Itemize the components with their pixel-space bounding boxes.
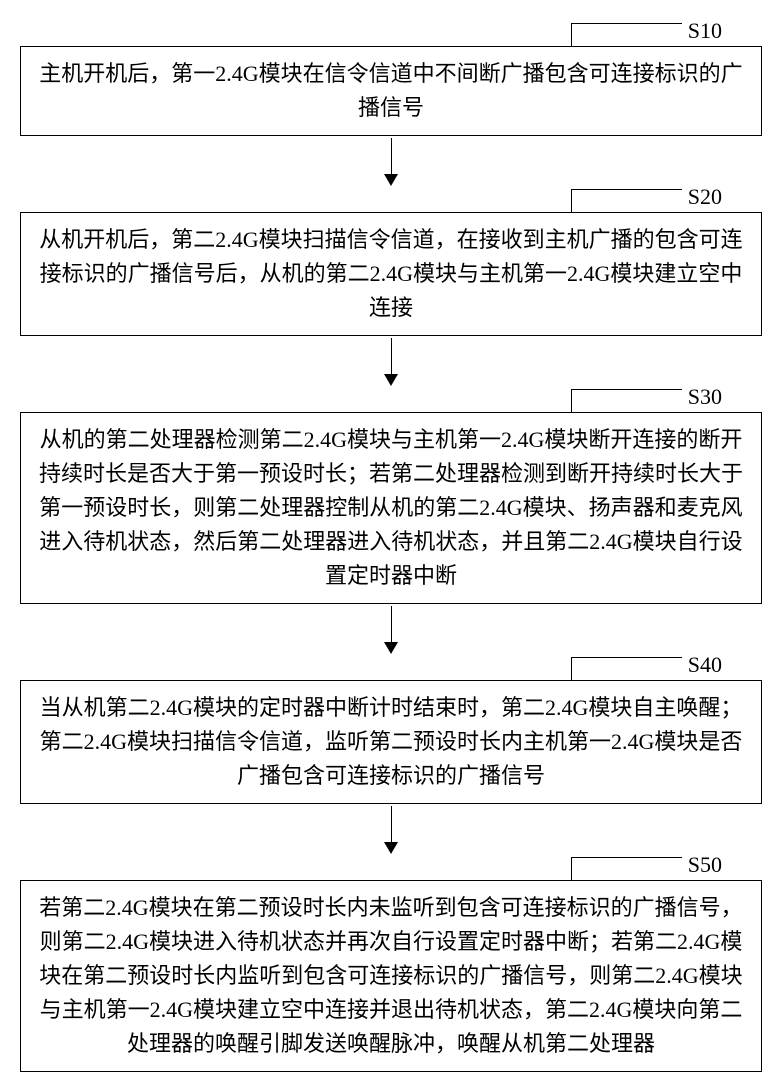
step-label-row: S30: [20, 386, 762, 412]
arrow-icon: [384, 338, 398, 386]
leader-line: [571, 23, 682, 46]
leader-line: [571, 857, 682, 880]
step-label: S10: [688, 20, 722, 42]
step-box: 当从机第二2.4G模块的定时器中断计时结束时，第二2.4G模块自主唤醒；第二2.…: [20, 680, 762, 804]
arrow-icon: [384, 138, 398, 186]
flowchart-container: S10 主机开机后，第一2.4G模块在信令信道中不间断广播包含可连接标识的广播信…: [20, 20, 762, 1072]
leader-line: [571, 657, 682, 680]
step-s30: S30 从机的第二处理器检测第二2.4G模块与主机第一2.4G模块断开连接的断开…: [20, 386, 762, 604]
step-label: S20: [688, 186, 722, 208]
step-s50: S50 若第二2.4G模块在第二预设时长内未监听到包含可连接标识的广播信号，则第…: [20, 854, 762, 1072]
leader-line: [571, 189, 682, 212]
step-box: 从机的第二处理器检测第二2.4G模块与主机第一2.4G模块断开连接的断开持续时长…: [20, 412, 762, 604]
step-box: 从机开机后，第二2.4G模块扫描信令信道，在接收到主机广播的包含可连接标识的广播…: [20, 212, 762, 336]
step-s20: S20 从机开机后，第二2.4G模块扫描信令信道，在接收到主机广播的包含可连接标…: [20, 186, 762, 336]
step-label-row: S40: [20, 654, 762, 680]
step-label-row: S10: [20, 20, 762, 46]
arrow-icon: [384, 806, 398, 854]
step-box: 主机开机后，第一2.4G模块在信令信道中不间断广播包含可连接标识的广播信号: [20, 46, 762, 136]
step-label: S30: [688, 386, 722, 408]
step-s10: S10 主机开机后，第一2.4G模块在信令信道中不间断广播包含可连接标识的广播信…: [20, 20, 762, 136]
step-s40: S40 当从机第二2.4G模块的定时器中断计时结束时，第二2.4G模块自主唤醒；…: [20, 654, 762, 804]
leader-line: [571, 389, 682, 412]
step-label-row: S20: [20, 186, 762, 212]
step-label: S50: [688, 854, 722, 876]
step-label-row: S50: [20, 854, 762, 880]
step-box: 若第二2.4G模块在第二预设时长内未监听到包含可连接标识的广播信号，则第二2.4…: [20, 880, 762, 1072]
step-label: S40: [688, 654, 722, 676]
arrow-icon: [384, 606, 398, 654]
